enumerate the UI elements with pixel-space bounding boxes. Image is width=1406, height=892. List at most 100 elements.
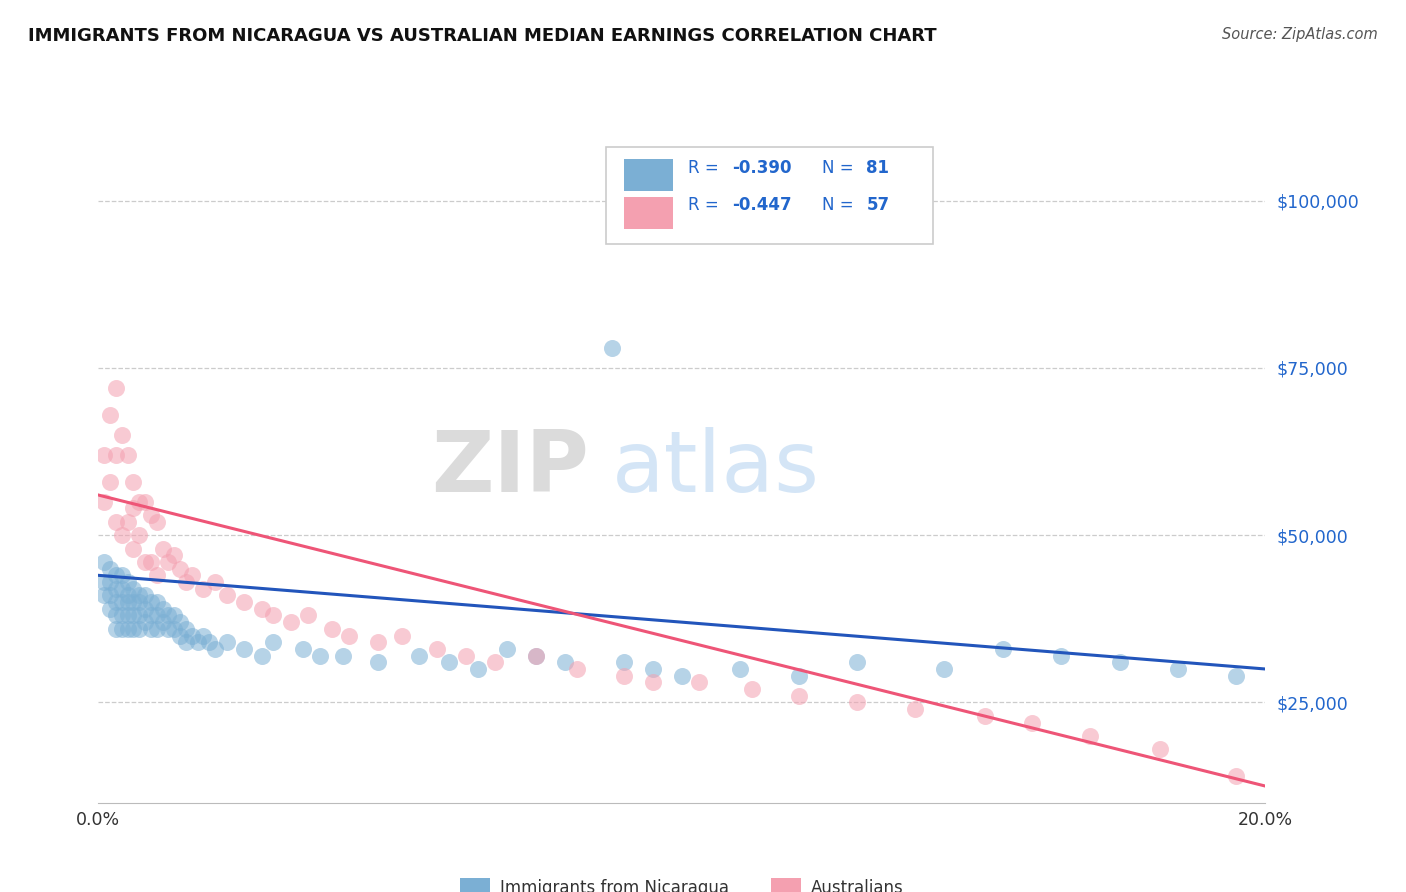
Point (495, 642, 517, 657)
Text: -0.447: -0.447 (733, 196, 792, 214)
Point (321, 622, 343, 636)
Point (134, 615, 156, 630)
Point (128, 622, 150, 636)
Point (641, 675, 664, 690)
Point (122, 595, 145, 609)
Point (163, 548, 186, 563)
Point (426, 642, 449, 657)
Point (280, 615, 302, 630)
Point (671, 669, 693, 683)
Point (139, 508, 162, 523)
Point (111, 595, 134, 609)
Point (741, 681, 763, 696)
Text: atlas: atlas (612, 426, 820, 510)
Point (198, 635, 221, 649)
Point (1080, 729, 1102, 743)
Point (524, 648, 547, 663)
Point (117, 608, 139, 623)
Point (117, 589, 139, 603)
Point (128, 589, 150, 603)
Point (332, 648, 354, 663)
Point (111, 608, 134, 623)
Point (128, 608, 150, 623)
Point (134, 589, 156, 603)
Point (291, 642, 314, 657)
Point (204, 642, 226, 657)
Point (139, 555, 162, 569)
Point (134, 602, 156, 616)
Point (600, 341, 623, 355)
Point (169, 562, 191, 576)
Point (146, 608, 169, 623)
Point (128, 494, 150, 508)
Point (146, 595, 169, 609)
Point (152, 541, 174, 556)
Point (93, 555, 115, 569)
Point (98, 589, 121, 603)
FancyBboxPatch shape (624, 197, 672, 229)
Text: IMMIGRANTS FROM NICARAGUA VS AUSTRALIAN MEDIAN EARNINGS CORRELATION CHART: IMMIGRANTS FROM NICARAGUA VS AUSTRALIAN … (28, 27, 936, 45)
Point (845, 655, 868, 669)
Point (904, 702, 927, 716)
Text: Source: ZipAtlas.com: Source: ZipAtlas.com (1222, 27, 1378, 42)
Point (93, 448, 115, 462)
Point (524, 648, 547, 663)
Point (180, 568, 202, 582)
Point (93, 589, 115, 603)
Point (122, 541, 145, 556)
Point (612, 655, 634, 669)
Point (1149, 742, 1171, 756)
Point (134, 555, 156, 569)
Point (367, 635, 389, 649)
Point (139, 622, 162, 636)
Point (98, 475, 121, 489)
Point (111, 622, 134, 636)
Point (174, 622, 197, 636)
Point (122, 582, 145, 596)
Point (180, 628, 202, 642)
Point (309, 648, 332, 663)
Point (467, 662, 489, 676)
Point (641, 662, 664, 676)
Point (565, 662, 588, 676)
Point (93, 494, 115, 508)
Point (367, 655, 389, 669)
FancyBboxPatch shape (606, 147, 932, 244)
Point (98, 562, 121, 576)
Point (974, 708, 997, 723)
Point (787, 669, 810, 683)
Point (1225, 769, 1247, 783)
Point (117, 515, 139, 529)
Point (98, 574, 121, 589)
Point (111, 568, 134, 582)
Point (262, 608, 284, 623)
Point (104, 582, 127, 596)
Point (122, 622, 145, 636)
Point (484, 655, 506, 669)
Point (187, 635, 209, 649)
Point (117, 448, 139, 462)
Point (612, 669, 634, 683)
Point (337, 628, 360, 642)
Point (408, 648, 430, 663)
Point (934, 662, 956, 676)
Point (146, 568, 169, 582)
Legend: Immigrants from Nicaragua, Australians: Immigrants from Nicaragua, Australians (454, 871, 910, 892)
Point (146, 622, 169, 636)
Point (845, 696, 868, 710)
Point (122, 608, 145, 623)
Point (104, 381, 127, 395)
Point (111, 528, 134, 542)
Point (104, 448, 127, 462)
Point (128, 528, 150, 542)
Point (174, 574, 197, 589)
Point (554, 655, 576, 669)
Point (117, 574, 139, 589)
Text: N =: N = (823, 160, 859, 178)
Point (297, 608, 319, 623)
Point (152, 602, 174, 616)
Point (215, 589, 238, 603)
Point (163, 622, 186, 636)
Text: 57: 57 (866, 196, 890, 214)
Point (111, 582, 134, 596)
